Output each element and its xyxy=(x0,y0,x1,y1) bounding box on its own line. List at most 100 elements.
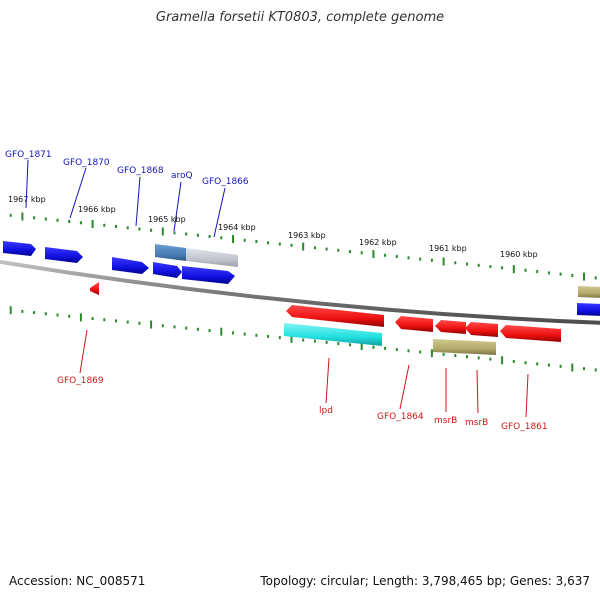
outer-scale-tick xyxy=(91,220,94,228)
inner-scale-tick xyxy=(360,342,363,350)
scale-label-1963kbp: 1963 kbp xyxy=(288,231,326,240)
gene-right-olive[interactable] xyxy=(578,286,600,298)
label-GFO_1868[interactable]: GFO_1868 xyxy=(117,166,164,176)
leader-GFO_1871 xyxy=(25,159,29,209)
gene-GFO_1861[interactable] xyxy=(500,325,561,342)
outer-scale-tick xyxy=(325,247,328,251)
inner-scale-tick xyxy=(103,318,106,322)
outer-scale-tick xyxy=(454,261,457,265)
outer-scale-tick xyxy=(161,227,164,236)
scale-ticks-inner xyxy=(9,306,597,372)
outer-scale-tick xyxy=(243,238,246,242)
scale-labels: 1967 kbp 1966 kbp 1965 kbp 1964 kbp 1963… xyxy=(8,195,538,259)
outer-scale-tick xyxy=(442,257,445,266)
outer-scale-tick xyxy=(68,220,71,223)
gene-msrB-2[interactable] xyxy=(465,322,498,337)
outer-scale-tick xyxy=(594,276,597,280)
gene-msrB-1[interactable] xyxy=(435,320,466,334)
scale-ticks-outer xyxy=(9,212,597,281)
inner-scale-tick xyxy=(501,356,504,365)
outer-scale-tick xyxy=(185,232,188,236)
outer-scale-tick xyxy=(267,241,270,245)
reverse-gene-labels: GFO_1869 lpd GFO_1864 msrB msrB GFO_1861 xyxy=(57,329,548,432)
outer-scale-tick xyxy=(138,227,141,231)
inner-scale-tick xyxy=(44,312,47,316)
gene-GFO_1866[interactable] xyxy=(182,266,235,284)
gene-GFO_1870[interactable] xyxy=(45,247,83,263)
accession-text: Accession: NC_008571 xyxy=(9,574,146,588)
inner-scale-tick xyxy=(302,338,305,342)
outer-scale-tick xyxy=(466,262,468,266)
label-GFO_1861[interactable]: GFO_1861 xyxy=(501,422,548,432)
inner-scale-tick xyxy=(290,334,293,343)
inner-scale-tick xyxy=(278,336,281,340)
inner-scale-tick xyxy=(79,313,82,322)
leader-GFO_1868 xyxy=(135,176,141,227)
inner-scale-tick xyxy=(325,340,328,344)
inner-scale-tick xyxy=(138,321,141,325)
inner-scale-tick xyxy=(91,317,94,320)
inner-scale-tick xyxy=(489,357,492,361)
outer-scale-tick xyxy=(559,272,562,276)
outer-scale-tick xyxy=(115,225,117,228)
outer-scale-tick xyxy=(232,235,234,243)
gene-GFO_1868[interactable] xyxy=(112,257,149,274)
leader-msrB-2 xyxy=(476,369,479,414)
label-GFO_1869[interactable]: GFO_1869 xyxy=(57,376,104,386)
leader-GFO_1866 xyxy=(213,187,226,238)
outer-scale-tick xyxy=(524,268,527,272)
inner-scale-tick xyxy=(372,345,375,349)
label-aroQ[interactable]: aroQ xyxy=(171,171,193,181)
inner-scale-tick xyxy=(536,362,539,366)
outer-scale-tick xyxy=(313,246,316,250)
gene-GFO_1864[interactable] xyxy=(395,316,433,332)
inner-scale-tick xyxy=(384,346,387,350)
inner-scale-tick xyxy=(243,332,246,336)
label-GFO_1864[interactable]: GFO_1864 xyxy=(377,412,424,422)
label-GFO_1871[interactable]: GFO_1871 xyxy=(5,150,52,160)
inner-scale-tick xyxy=(161,324,164,328)
inner-scale-tick xyxy=(185,326,188,330)
inner-scale-tick xyxy=(466,355,468,359)
gene-GFO_1869[interactable] xyxy=(90,282,99,295)
inner-scale-tick xyxy=(419,350,422,354)
gene-GFO_1867[interactable] xyxy=(153,262,182,278)
outer-scale-tick xyxy=(395,255,398,259)
outer-scale-tick xyxy=(150,228,153,232)
inner-scale-tick xyxy=(430,349,433,358)
genome-summary-text: Topology: circular; Length: 3,798,465 bp… xyxy=(260,574,590,588)
inner-scale-tick xyxy=(255,333,258,337)
gene-right-blue[interactable] xyxy=(577,303,600,316)
gene-olive-lower[interactable] xyxy=(433,339,496,355)
scale-label-1966kbp: 1966 kbp xyxy=(78,205,116,214)
inner-scale-tick xyxy=(232,331,234,335)
inner-scale-tick xyxy=(9,306,12,315)
outer-scale-tick xyxy=(9,213,12,217)
scale-label-1964kbp: 1964 kbp xyxy=(218,223,256,232)
outer-scale-tick xyxy=(360,251,363,255)
gene-aroQ[interactable] xyxy=(155,244,186,261)
scale-label-1965kbp: 1965 kbp xyxy=(148,215,186,224)
label-msrB-1[interactable]: msrB xyxy=(434,416,457,426)
inner-scale-tick xyxy=(512,360,515,363)
outer-scale-tick xyxy=(126,226,129,230)
inner-scale-tick xyxy=(454,354,457,357)
inner-scale-tick xyxy=(33,311,36,315)
label-GFO_1870[interactable]: GFO_1870 xyxy=(63,158,110,168)
scale-label-1962kbp: 1962 kbp xyxy=(359,238,397,247)
outer-scale-tick xyxy=(278,242,281,246)
label-GFO_1866[interactable]: GFO_1866 xyxy=(202,177,249,187)
label-lpd[interactable]: lpd xyxy=(319,406,333,416)
outer-scale-tick xyxy=(33,216,36,220)
forward-gene-labels: GFO_1871 GFO_1870 GFO_1868 aroQ GFO_1866 xyxy=(5,150,249,238)
label-msrB-2[interactable]: msrB xyxy=(465,418,488,428)
gene-GFO_1866-pseudo[interactable] xyxy=(186,248,238,267)
rna-lpd-region[interactable] xyxy=(284,323,382,346)
gene-lpd[interactable] xyxy=(286,305,384,327)
outer-scale-tick xyxy=(583,272,585,281)
inner-scale-tick xyxy=(208,329,211,332)
genome-title: Gramella forsetii KT0803, complete genom… xyxy=(155,10,445,25)
gene-GFO_1871[interactable] xyxy=(3,241,36,256)
